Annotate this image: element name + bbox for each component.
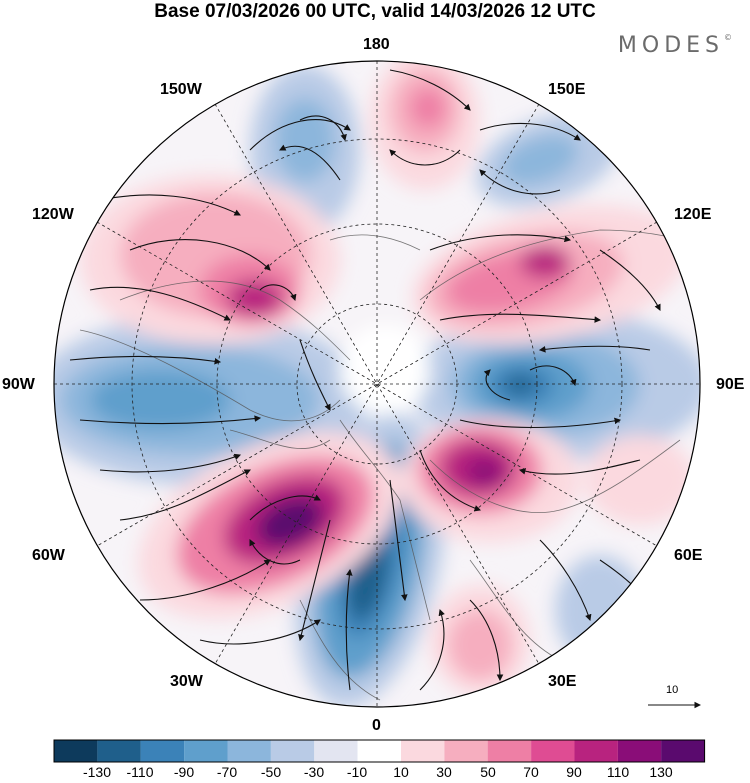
reference-vector-label: 10 <box>666 684 679 696</box>
lon-label-60w: 60W <box>32 547 65 564</box>
lon-label-120e: 120E <box>674 206 712 223</box>
colorbar-swatch <box>574 740 618 762</box>
colorbar-label: 90 <box>566 764 582 780</box>
colorbar-label: -70 <box>216 764 238 780</box>
lon-label-150e: 150E <box>548 81 586 98</box>
colorbar-swatch <box>270 740 315 762</box>
colorbar-label: 50 <box>480 764 496 780</box>
lon-label-180: 180 <box>363 36 390 53</box>
colorbar-label: 130 <box>649 764 673 780</box>
colorbar-label: -10 <box>346 764 368 780</box>
colorbar-swatch <box>531 740 575 762</box>
graticule <box>54 61 700 707</box>
colorbar-label: -110 <box>126 764 154 780</box>
colorbar-swatch <box>184 740 228 762</box>
brand-mark: © <box>724 33 732 42</box>
colorbar-swatch <box>487 740 532 762</box>
wind-vectors <box>69 69 661 691</box>
colorbar-label: -30 <box>303 764 325 780</box>
lon-label-90e: 90E <box>716 376 745 393</box>
brand-name: MODES <box>617 33 724 58</box>
colorbar-label: 10 <box>393 764 409 780</box>
brand-logo: MODES© <box>618 33 732 58</box>
colorbar-swatch <box>140 740 185 762</box>
colorbar-label: 110 <box>606 764 630 780</box>
colorbar <box>53 739 706 763</box>
colorbar-label: -130 <box>82 764 112 780</box>
lon-label-0: 0 <box>372 717 381 734</box>
map-boundary <box>53 60 701 708</box>
colorbar-label: 30 <box>436 764 452 780</box>
anomaly-field <box>54 61 700 707</box>
colorbar-swatch <box>97 740 141 762</box>
colorbar-label: 70 <box>523 764 539 780</box>
colorbar-swatch <box>54 740 98 762</box>
colorbar-swatch <box>401 740 445 762</box>
lon-label-60e: 60E <box>674 547 703 564</box>
map-title: Base 07/03/2026 00 UTC, valid 14/03/2026… <box>154 1 596 22</box>
colorbar-swatch <box>617 740 662 762</box>
colorbar-label: -90 <box>173 764 195 780</box>
lon-label-150w: 150W <box>160 81 202 98</box>
colorbar-label: -50 <box>260 764 282 780</box>
colorbar-swatch <box>227 740 271 762</box>
colorbar-swatch <box>444 740 488 762</box>
colorbar-swatch <box>314 740 358 762</box>
colorbar-swatch <box>357 740 401 762</box>
lon-label-90w: 90W <box>2 376 35 393</box>
colorbar-swatch <box>661 740 705 762</box>
lon-label-30e: 30E <box>548 673 577 690</box>
lon-label-120w: 120W <box>32 206 74 223</box>
lon-label-30w: 30W <box>170 673 203 690</box>
